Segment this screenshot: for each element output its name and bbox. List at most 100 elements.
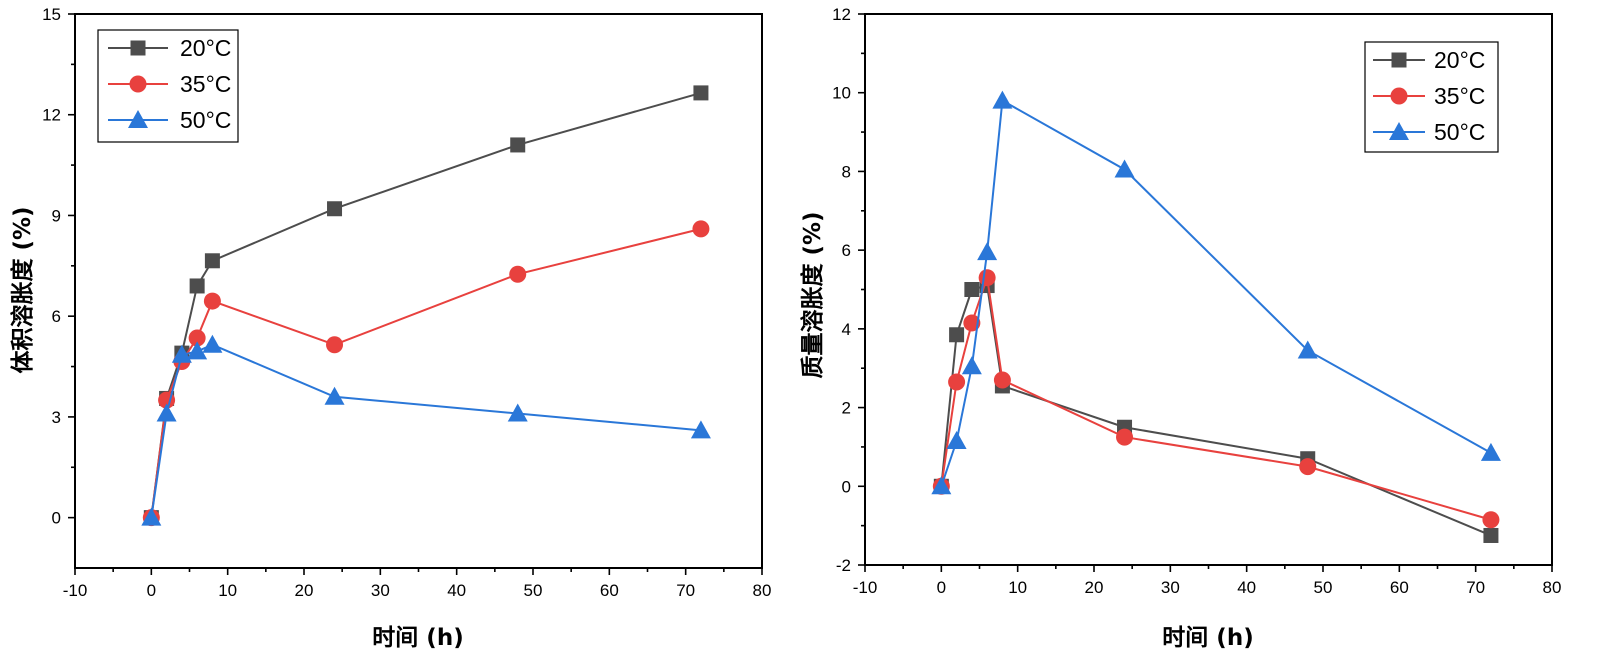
x-tick-label: 60 xyxy=(1390,578,1409,597)
legend-item-35c: 35°C xyxy=(108,71,231,97)
data-point-triangle xyxy=(1114,159,1135,178)
x-tick-label: -10 xyxy=(63,581,88,600)
data-point-circle xyxy=(993,371,1011,389)
data-point-circle xyxy=(1116,428,1134,446)
data-point-triangle xyxy=(977,242,998,261)
data-point-circle xyxy=(203,292,221,310)
x-tick-label: 60 xyxy=(600,581,619,600)
y-tick-label: 6 xyxy=(842,241,851,260)
legend-item-20c: 20°C xyxy=(108,35,231,61)
x-tick-label: 10 xyxy=(1008,578,1027,597)
x-tick-label: 50 xyxy=(1314,578,1333,597)
series-20°C xyxy=(143,85,709,526)
data-point-triangle xyxy=(141,507,162,526)
data-point-triangle xyxy=(187,341,208,360)
data-point-triangle xyxy=(992,90,1013,109)
legend-circle-marker xyxy=(1390,87,1408,105)
series-50°C xyxy=(931,90,1501,495)
y-tick-label: 0 xyxy=(52,509,61,528)
legend-square-marker xyxy=(1391,52,1407,68)
legend-label: 35°C xyxy=(1434,83,1485,109)
legend-label: 20°C xyxy=(1434,47,1485,73)
series-line xyxy=(150,343,702,518)
legend-label: 35°C xyxy=(180,71,231,97)
x-tick-label: 10 xyxy=(218,581,237,600)
legend-circle-marker xyxy=(129,75,147,93)
y-axis-title: 体积溶胀度 (%) xyxy=(9,206,36,373)
y-tick-label: 12 xyxy=(42,106,61,125)
series-line xyxy=(940,277,1492,521)
legend-label: 50°C xyxy=(1434,119,1485,145)
legend-triangle-marker xyxy=(1389,122,1409,140)
legend-square-marker xyxy=(130,40,146,56)
data-point-triangle xyxy=(324,386,345,405)
data-point-square xyxy=(189,278,205,294)
data-point-triangle xyxy=(946,431,967,450)
data-point-triangle xyxy=(931,476,952,495)
x-tick-label: 30 xyxy=(1161,578,1180,597)
data-point-circle xyxy=(509,265,527,283)
x-tick-label: 80 xyxy=(1543,578,1562,597)
legend-label: 20°C xyxy=(180,35,231,61)
y-tick-label: 4 xyxy=(842,320,851,339)
y-tick-label: -2 xyxy=(836,556,851,575)
series-35°C xyxy=(932,269,1500,529)
y-tick-label: 12 xyxy=(832,5,851,24)
x-tick-label: 70 xyxy=(1466,578,1485,597)
data-point-circle xyxy=(948,373,966,391)
data-point-square xyxy=(327,201,343,217)
x-tick-label: 30 xyxy=(371,581,390,600)
x-tick-label: 70 xyxy=(676,581,695,600)
y-tick-label: 15 xyxy=(42,5,61,24)
x-tick-label: 20 xyxy=(295,581,314,600)
axes: -10 0 10 20 30 40 50 60 70 80 0 3 6 9 12 15 xyxy=(42,5,771,600)
x-axis-title: 时间 (h) xyxy=(372,625,463,651)
series-line xyxy=(940,284,1492,537)
data-point-square xyxy=(1483,527,1499,543)
legend-triangle-marker xyxy=(128,110,148,128)
data-point-triangle xyxy=(961,356,982,375)
x-tick-label: 0 xyxy=(147,581,156,600)
y-tick-label: 2 xyxy=(842,399,851,418)
data-point-square xyxy=(693,85,709,101)
legend-label: 50°C xyxy=(180,107,231,133)
y-tick-label: 6 xyxy=(52,307,61,326)
data-point-triangle xyxy=(690,420,711,439)
data-point-triangle xyxy=(156,403,177,422)
data-point-circle xyxy=(978,269,996,287)
y-axis-title: 质量溶胀度 (%) xyxy=(799,211,826,378)
volume-swelling-chart: 体积溶胀度 (%) 时间 (h) -10 0 10 20 30 40 50 60 70 80 0 3 6… xyxy=(9,5,771,651)
data-point-triangle xyxy=(1480,442,1501,461)
x-tick-label: 40 xyxy=(1237,578,1256,597)
series-line xyxy=(940,98,1492,487)
data-point-circle xyxy=(692,220,710,238)
legend-item-50c: 50°C xyxy=(1373,119,1485,145)
series-line xyxy=(150,227,702,518)
y-tick-label: 8 xyxy=(842,162,851,181)
data-point-triangle xyxy=(507,403,528,422)
chart-legend: 20°C 35°C 50°C xyxy=(97,29,239,143)
x-tick-label: 0 xyxy=(937,578,946,597)
legend-item-20c: 20°C xyxy=(1373,47,1485,73)
y-tick-label: 10 xyxy=(832,84,851,103)
x-axis-title: 时间 (h) xyxy=(1162,625,1253,651)
data-point-triangle xyxy=(202,334,223,353)
y-tick-label: 0 xyxy=(842,477,851,496)
x-tick-label: 50 xyxy=(524,581,543,600)
y-tick-label: 9 xyxy=(52,206,61,225)
data-point-triangle xyxy=(1297,340,1318,359)
x-tick-label: 80 xyxy=(753,581,772,600)
x-tick-label: 20 xyxy=(1085,578,1104,597)
x-tick-label: 40 xyxy=(447,581,466,600)
data-point-circle xyxy=(326,336,344,354)
data-point-triangle xyxy=(171,344,192,363)
data-point-circle xyxy=(188,329,206,347)
axes: -10 0 10 20 30 40 50 60 70 80 -2 0 2 4 6 8 10 12 xyxy=(832,5,1561,597)
data-point-circle xyxy=(1482,511,1500,529)
series-line xyxy=(150,91,702,518)
data-point-square xyxy=(949,327,965,343)
series-50°C xyxy=(141,334,711,526)
data-point-square xyxy=(204,253,220,269)
mass-swelling-chart: 质量溶胀度 (%) 时间 (h) -10 0 10 20 30 40 50 60 70 80 -2 0… xyxy=(799,5,1561,651)
